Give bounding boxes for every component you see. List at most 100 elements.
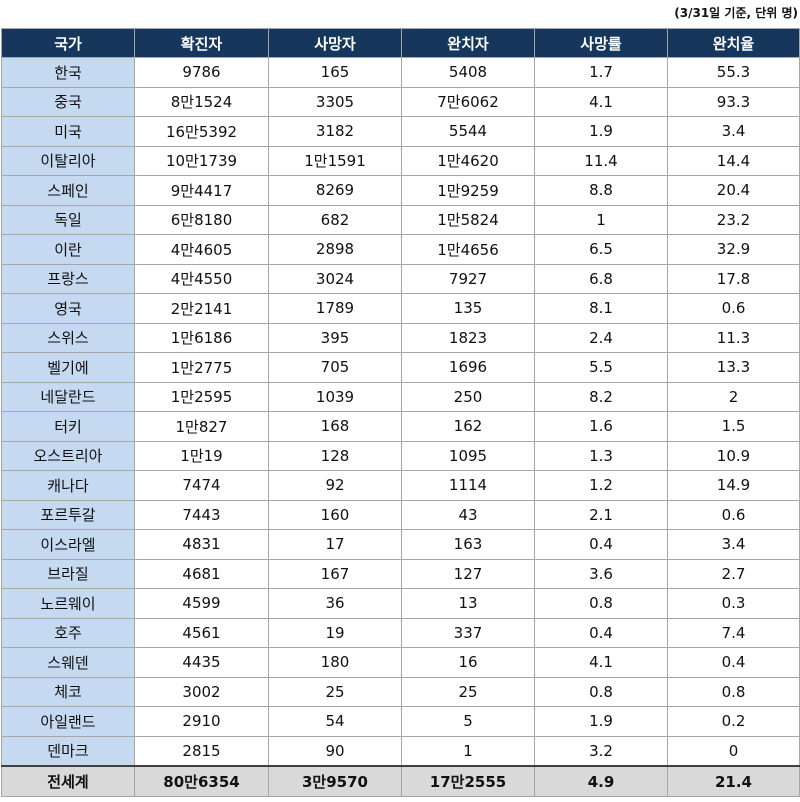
recovery-rate-cell: 0.6	[667, 499, 800, 530]
country-cell: 한국	[1, 57, 135, 88]
recovered-cell: 1	[401, 735, 535, 767]
recovery-rate-cell: 7.4	[667, 617, 800, 648]
confirmed-cell: 4만4550	[134, 263, 269, 294]
country-cell: 캐나다	[1, 470, 135, 501]
recovery-rate-cell: 14.4	[667, 145, 800, 176]
table-row: 이란 4만4605 2898 1만4656 6.5 32.9	[1, 234, 800, 265]
column-header-country: 국가	[1, 28, 135, 58]
confirmed-cell: 7474	[134, 470, 269, 501]
deaths-cell: 682	[268, 204, 402, 235]
death-rate-cell: 1.7	[534, 57, 668, 88]
confirmed-cell: 4831	[134, 529, 269, 560]
table-row: 스위스 1만6186 395 1823 2.4 11.3	[1, 322, 800, 353]
recovered-cell: 7927	[401, 263, 535, 294]
death-rate-cell: 1.2	[534, 470, 668, 501]
table-body: 한국 9786 165 5408 1.7 55.3 중국 8만1524 3305 7만6062 4.…	[1, 57, 800, 767]
recovered-cell: 7만6062	[401, 86, 535, 117]
confirmed-cell: 1만6186	[134, 322, 269, 353]
deaths-cell: 36	[268, 588, 402, 619]
recovered-cell: 135	[401, 293, 535, 324]
confirmed-cell: 1만2775	[134, 352, 269, 383]
deaths-cell: 92	[268, 470, 402, 501]
country-cell: 중국	[1, 86, 135, 117]
deaths-cell: 19	[268, 617, 402, 648]
country-cell: 아일랜드	[1, 706, 135, 737]
death-rate-cell: 5.5	[534, 352, 668, 383]
confirmed-cell: 4599	[134, 588, 269, 619]
recovery-rate-cell: 0.6	[667, 293, 800, 324]
death-rate-cell: 0.4	[534, 617, 668, 648]
recovered-cell: 5	[401, 706, 535, 737]
death-rate-cell: 2.4	[534, 322, 668, 353]
confirmed-cell: 2815	[134, 735, 269, 767]
death-rate-cell: 3.2	[534, 735, 668, 767]
column-header-death-rate: 사망률	[534, 28, 668, 58]
recovered-cell: 25	[401, 676, 535, 707]
total-confirmed: 80만6354	[134, 765, 269, 797]
table-row: 벨기에 1만2775 705 1696 5.5 13.3	[1, 352, 800, 383]
recovery-rate-cell: 13.3	[667, 352, 800, 383]
table-row: 한국 9786 165 5408 1.7 55.3	[1, 57, 800, 88]
total-row: 전세계 80만6354 3만9570 17만2555 4.9 21.4	[1, 765, 800, 797]
country-cell: 브라질	[1, 558, 135, 589]
death-rate-cell: 0.8	[534, 588, 668, 619]
recovered-cell: 1만4620	[401, 145, 535, 176]
recovery-rate-cell: 0.4	[667, 647, 800, 678]
recovery-rate-cell: 3.4	[667, 116, 800, 147]
recovered-cell: 5544	[401, 116, 535, 147]
table-row: 노르웨이 4599 36 13 0.8 0.3	[1, 588, 800, 619]
confirmed-cell: 2만2141	[134, 293, 269, 324]
country-cell: 이란	[1, 234, 135, 265]
recovery-rate-cell: 0.2	[667, 706, 800, 737]
deaths-cell: 8269	[268, 175, 402, 206]
confirmed-cell: 3002	[134, 676, 269, 707]
deaths-cell: 1만1591	[268, 145, 402, 176]
table-row: 스웨덴 4435 180 16 4.1 0.4	[1, 647, 800, 678]
recovered-cell: 13	[401, 588, 535, 619]
deaths-cell: 1039	[268, 381, 402, 412]
recovered-cell: 163	[401, 529, 535, 560]
deaths-cell: 17	[268, 529, 402, 560]
recovered-cell: 1만9259	[401, 175, 535, 206]
table-header-row: 국가 확진자 사망자 완치자 사망률 완치율	[1, 28, 800, 58]
total-death-rate: 4.9	[534, 765, 668, 797]
death-rate-cell: 1.6	[534, 411, 668, 442]
table-row: 네달란드 1만2595 1039 250 8.2 2	[1, 381, 800, 412]
recovered-cell: 16	[401, 647, 535, 678]
table-row: 덴마크 2815 90 1 3.2 0	[1, 735, 800, 767]
death-rate-cell: 11.4	[534, 145, 668, 176]
recovered-cell: 1만5824	[401, 204, 535, 235]
deaths-cell: 180	[268, 647, 402, 678]
deaths-cell: 705	[268, 352, 402, 383]
table-note: (3/31일 기준, 단위 명)	[674, 6, 798, 20]
total-label: 전세계	[1, 765, 135, 797]
table-row: 프랑스 4만4550 3024 7927 6.8 17.8	[1, 263, 800, 294]
table-row: 오스트리아 1만19 128 1095 1.3 10.9	[1, 440, 800, 471]
confirmed-cell: 9만4417	[134, 175, 269, 206]
recovered-cell: 1114	[401, 470, 535, 501]
confirmed-cell: 1만19	[134, 440, 269, 471]
deaths-cell: 90	[268, 735, 402, 767]
recovered-cell: 1만4656	[401, 234, 535, 265]
column-header-recovery-rate: 완치율	[667, 28, 800, 58]
death-rate-cell: 1.9	[534, 116, 668, 147]
table-row: 이스라엘 4831 17 163 0.4 3.4	[1, 529, 800, 560]
death-rate-cell: 2.1	[534, 499, 668, 530]
recovery-rate-cell: 23.2	[667, 204, 800, 235]
deaths-cell: 3024	[268, 263, 402, 294]
recovery-rate-cell: 0.3	[667, 588, 800, 619]
death-rate-cell: 6.8	[534, 263, 668, 294]
deaths-cell: 54	[268, 706, 402, 737]
country-cell: 포르투갈	[1, 499, 135, 530]
recovery-rate-cell: 3.4	[667, 529, 800, 560]
country-cell: 이스라엘	[1, 529, 135, 560]
deaths-cell: 167	[268, 558, 402, 589]
recovered-cell: 43	[401, 499, 535, 530]
confirmed-cell: 9786	[134, 57, 269, 88]
table-row: 중국 8만1524 3305 7만6062 4.1 93.3	[1, 86, 800, 117]
confirmed-cell: 7443	[134, 499, 269, 530]
confirmed-cell: 4561	[134, 617, 269, 648]
deaths-cell: 3305	[268, 86, 402, 117]
table-row: 포르투갈 7443 160 43 2.1 0.6	[1, 499, 800, 530]
confirmed-cell: 2910	[134, 706, 269, 737]
